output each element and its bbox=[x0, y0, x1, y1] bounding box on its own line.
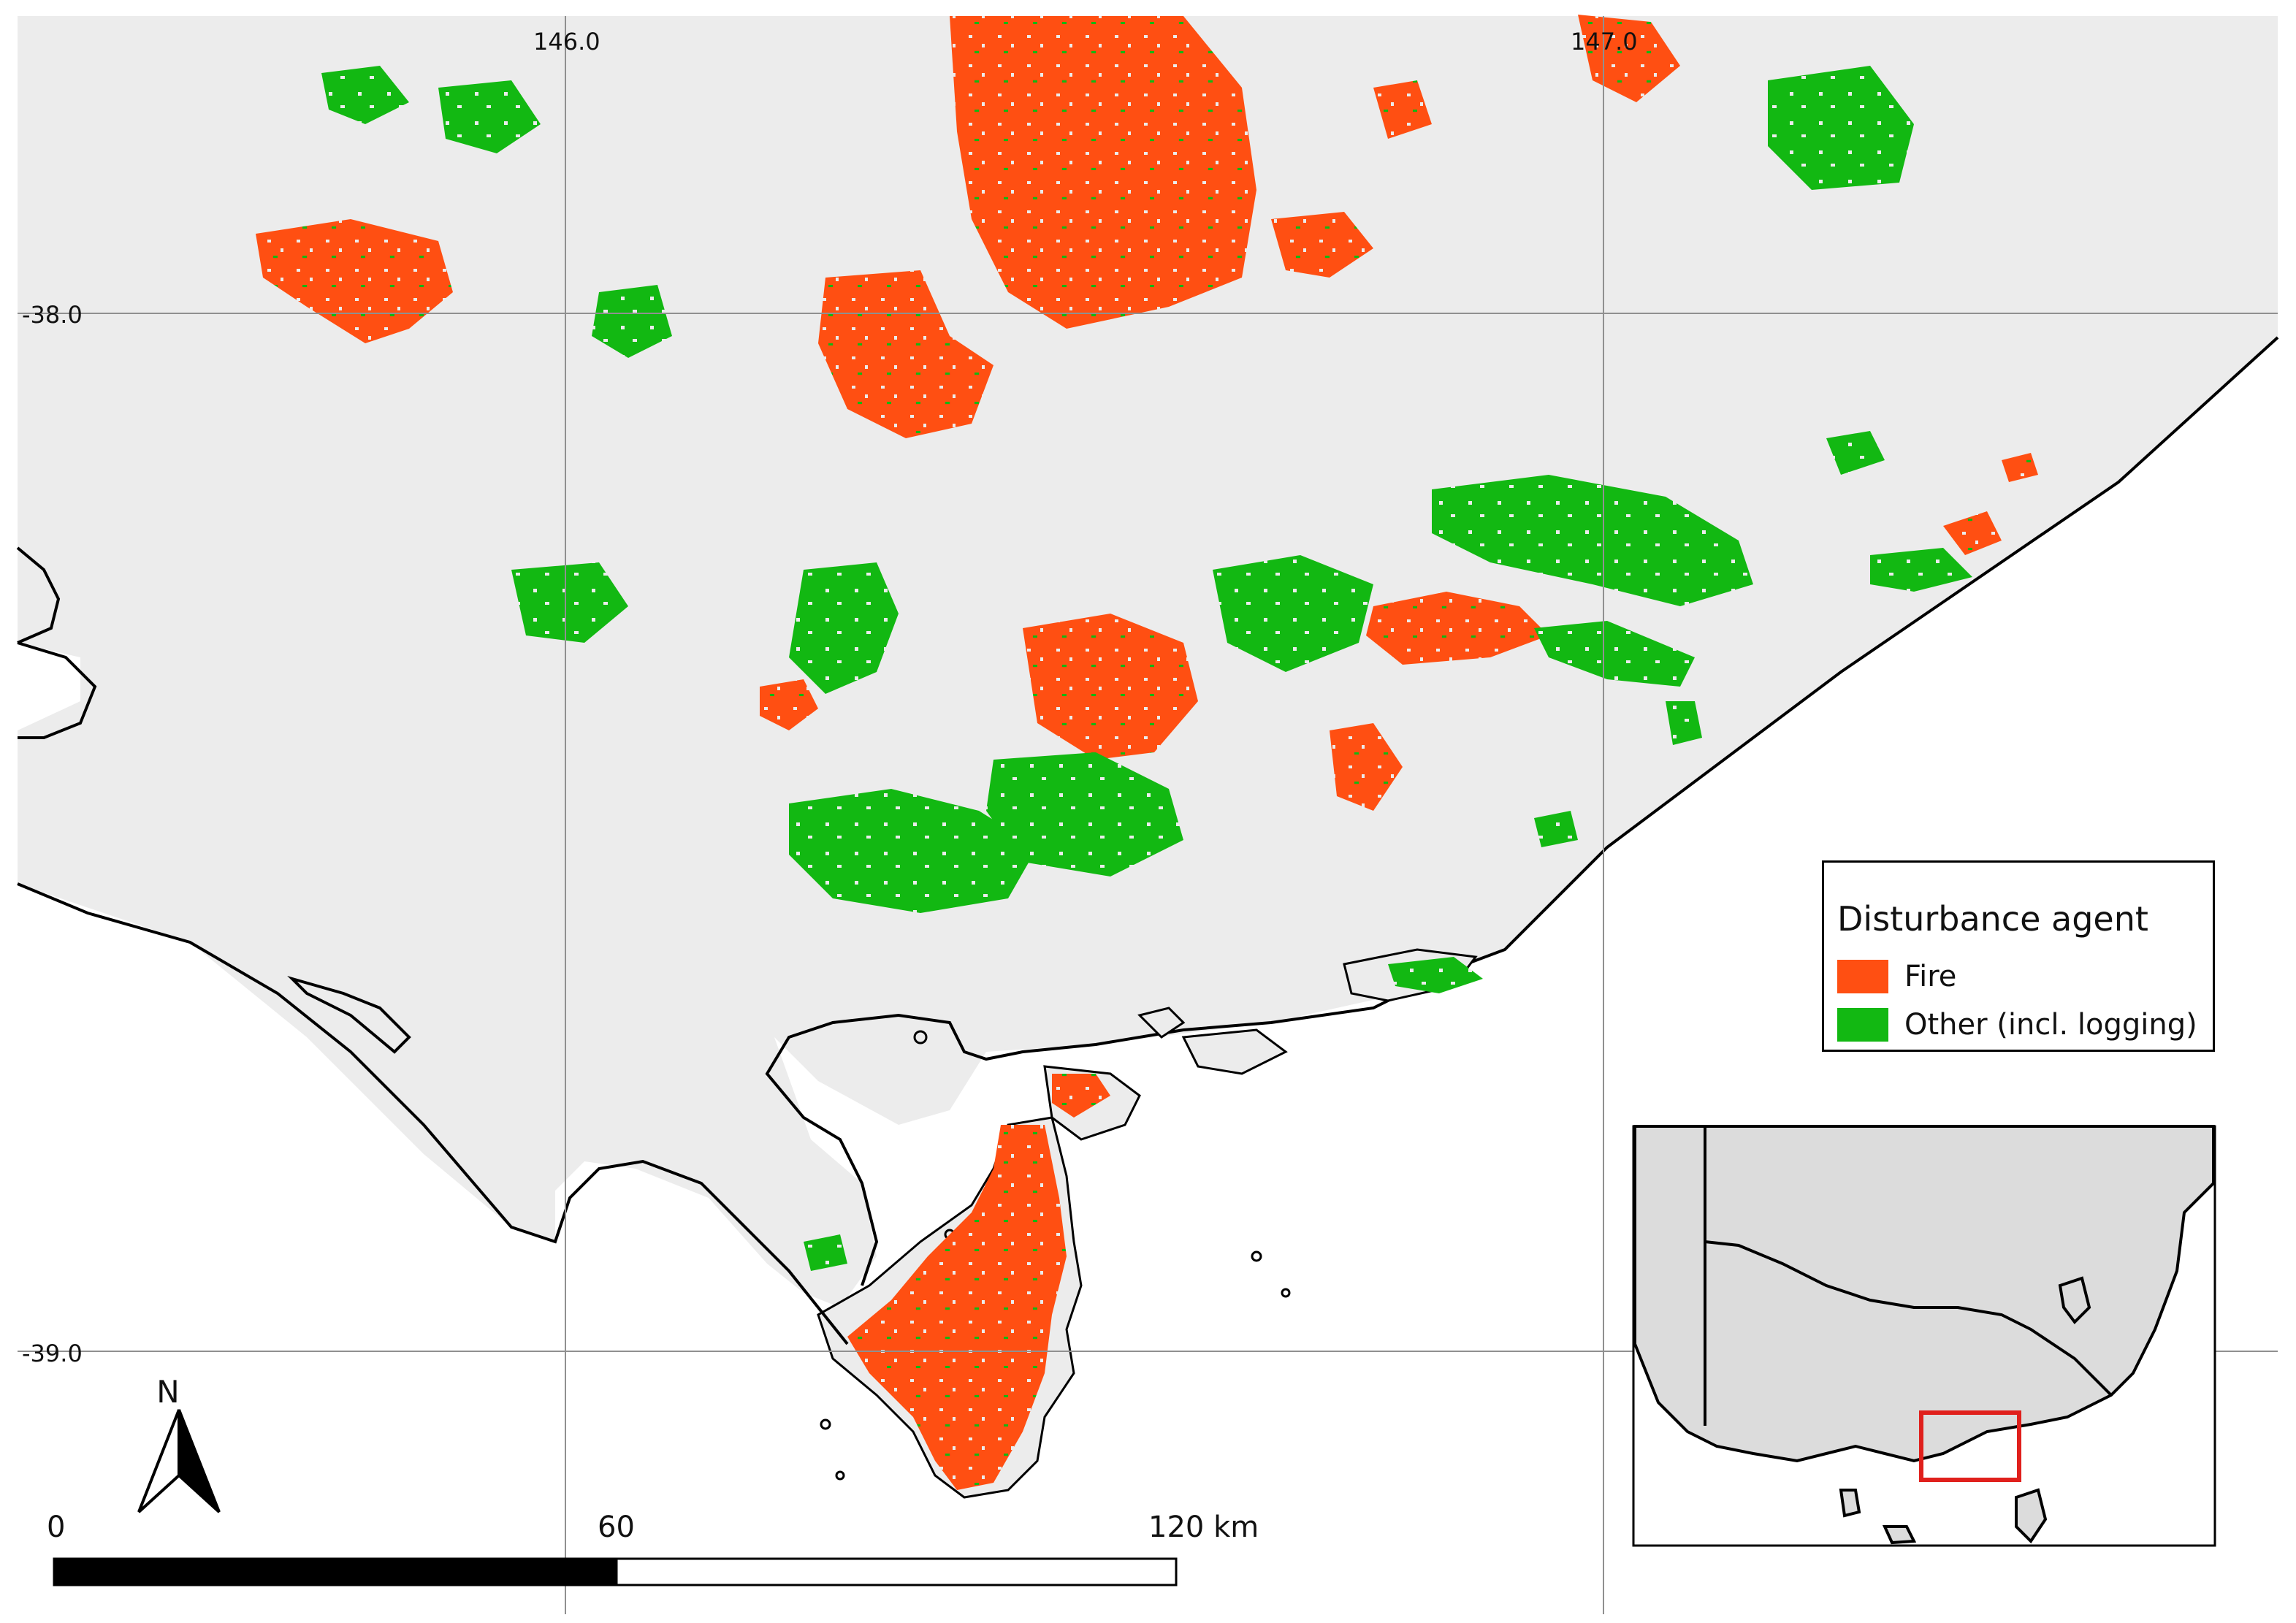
legend-swatch-fire bbox=[1837, 960, 1888, 993]
north-label: N bbox=[156, 1374, 179, 1410]
inset-border-victoria bbox=[1704, 1240, 2113, 1397]
fire-patches bbox=[256, 15, 2038, 1490]
lat-label-39: -39.0 bbox=[22, 1340, 83, 1367]
scale-tick-60: 60 bbox=[598, 1511, 635, 1544]
inset-island-4 bbox=[1882, 1525, 1917, 1545]
coastline-northwest bbox=[16, 546, 61, 644]
legend-label-fire: Fire bbox=[1904, 960, 1957, 993]
north-arrow-icon bbox=[137, 1409, 180, 1513]
legend-swatch-other bbox=[1837, 1008, 1888, 1042]
legend: Disturbance agent Fire Other (incl. logg… bbox=[1822, 860, 2215, 1052]
scale-tick-0: 0 bbox=[47, 1511, 65, 1544]
north-arrow: N bbox=[137, 1374, 221, 1513]
legend-item-other: Other (incl. logging) bbox=[1837, 1006, 2197, 1044]
inset-land bbox=[1633, 1125, 2215, 1463]
coastline-bay bbox=[17, 641, 97, 739]
scale-tick-120: 120 km bbox=[1148, 1511, 1259, 1544]
lon-label-146: 146.0 bbox=[533, 28, 600, 56]
island-2 bbox=[1181, 1028, 1288, 1075]
inset-study-area-box bbox=[1919, 1410, 2021, 1482]
legend-item-fire: Fire bbox=[1837, 958, 1956, 996]
coastline-east bbox=[765, 336, 2279, 1286]
spit-coast bbox=[287, 975, 411, 1054]
inset-island-3 bbox=[2058, 1276, 2091, 1325]
lat-label-38: -38.0 bbox=[22, 301, 83, 329]
inset-island-1 bbox=[2015, 1488, 2048, 1544]
island-4 bbox=[1137, 1007, 1186, 1039]
inset-map bbox=[1632, 1125, 2216, 1547]
scale-bar: 0 60 120 km bbox=[47, 1511, 1259, 1586]
legend-title: Disturbance agent bbox=[1837, 899, 2148, 939]
coastline-west bbox=[17, 882, 849, 1345]
legend-label-other: Other (incl. logging) bbox=[1904, 1008, 2197, 1042]
inset-island-2 bbox=[1839, 1489, 1861, 1518]
other-patches bbox=[321, 66, 1972, 1271]
lon-label-147: 147.0 bbox=[1571, 28, 1638, 56]
